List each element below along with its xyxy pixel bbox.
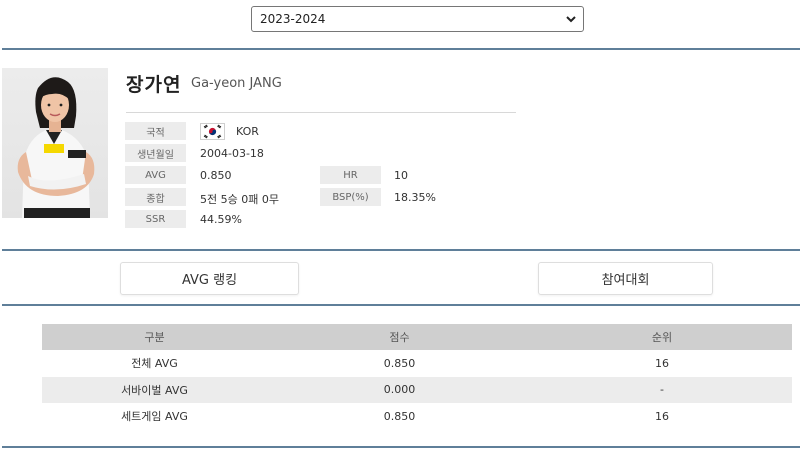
nationality-value: KOR xyxy=(236,125,259,138)
table-cell-category: 전체 AVG xyxy=(131,357,178,371)
avg-value: 0.850 xyxy=(200,169,232,182)
ssr-value: 44.59% xyxy=(200,213,242,226)
name-underline xyxy=(126,112,516,113)
table-cell-rank: 16 xyxy=(655,409,669,423)
table-cell-score: 0.850 xyxy=(383,409,416,423)
tournaments-button[interactable]: 참여대회 xyxy=(538,262,713,295)
hr-value: 10 xyxy=(394,169,408,182)
avg-label: AVG xyxy=(125,166,186,184)
table-cell-score: 0.000 xyxy=(383,383,416,397)
table-header-rank: 순위 xyxy=(651,331,673,344)
avg-ranking-button[interactable]: AVG 랭킹 xyxy=(120,262,299,295)
player-name-en: Ga-yeon JANG xyxy=(191,76,282,91)
table-cell-category: 서바이벌 AVG xyxy=(121,383,188,397)
table-header-row: 구분 점수 순위 xyxy=(42,324,792,350)
divider-bottom xyxy=(2,446,800,448)
player-photo xyxy=(2,68,108,218)
korea-flag-icon xyxy=(200,123,225,140)
ssr-label: SSR xyxy=(125,210,186,228)
nationality-label: 국적 xyxy=(125,122,186,140)
avg-stats-table: 구분 점수 순위 전체 AVG 0.850 16 서바이벌 AVG 0.000 … xyxy=(42,324,792,430)
table-header-score: 점수 xyxy=(389,331,410,344)
table-row: 세트게임 AVG 0.850 16 xyxy=(42,403,792,430)
player-name-ko: 장가연 xyxy=(126,74,182,96)
overall-label: 종합 xyxy=(125,188,186,206)
table-cell-score: 0.850 xyxy=(383,356,416,370)
table-row: 전체 AVG 0.850 16 xyxy=(42,350,792,377)
table-cell-rank: 16 xyxy=(655,356,669,370)
season-select-value: 2023-2024 xyxy=(260,12,326,26)
divider-middle xyxy=(2,249,800,251)
table-cell-category: 세트게임 AVG xyxy=(121,410,188,424)
divider-lower xyxy=(2,304,800,306)
bsp-label: BSP(%) xyxy=(320,188,381,206)
birth-value: 2004-03-18 xyxy=(200,147,264,160)
table-cell-rank: - xyxy=(660,383,664,397)
hr-label: HR xyxy=(320,166,381,184)
chevron-down-icon xyxy=(566,16,576,23)
table-row: 서바이벌 AVG 0.000 - xyxy=(42,376,792,403)
table-header-category: 구분 xyxy=(144,331,165,344)
divider-top xyxy=(2,48,800,50)
birth-label: 생년월일 xyxy=(125,144,186,162)
bsp-value: 18.35% xyxy=(394,191,436,204)
overall-value: 5전 5승 0패 0무 xyxy=(200,193,279,206)
season-select[interactable]: 2023-2024 xyxy=(251,6,584,32)
